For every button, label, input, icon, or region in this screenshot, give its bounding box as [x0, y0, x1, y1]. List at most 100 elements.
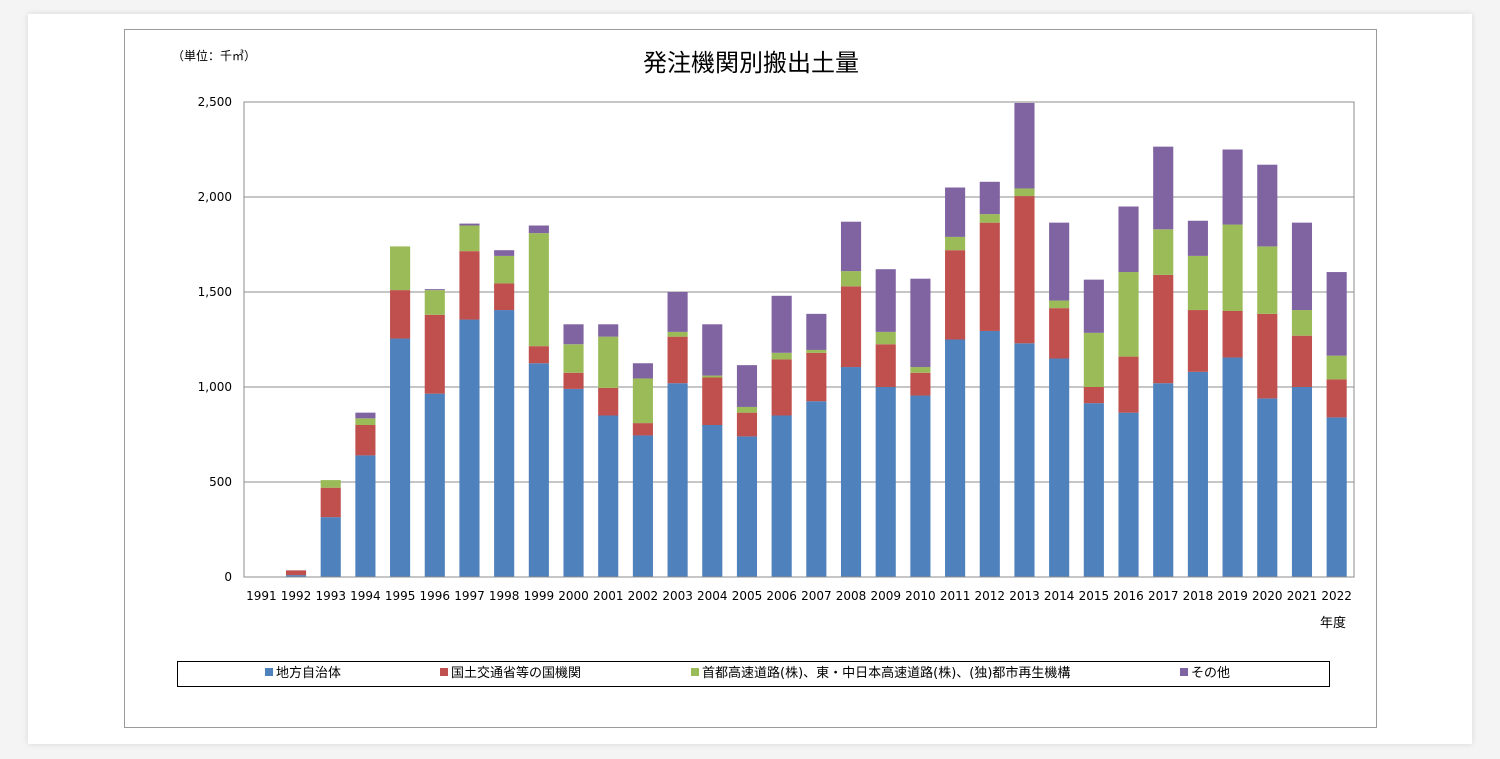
chart-legend: 地方自治体 国土交通省等の国機関 首都高速道路(株)、東・中日本高速道路(株)、…: [177, 661, 1330, 687]
unit-label: （単位：千㎥）: [172, 48, 256, 63]
bar-segment-2000-s2: [563, 344, 584, 373]
bar-segment-1998-s0: [494, 310, 515, 577]
legend-swatch-local-gov: [265, 668, 273, 676]
bar-segment-2010-s0: [910, 395, 931, 577]
bar-segment-1998-s2: [494, 255, 515, 284]
legend-item-local-gov: 地方自治体: [265, 666, 341, 682]
bar-segment-2018-s2: [1187, 255, 1208, 311]
bar-segment-2021-s3: [1291, 222, 1313, 311]
x-tick-label: 2006: [766, 589, 797, 603]
x-axis-title: 年度: [1320, 615, 1346, 631]
bar-segment-2001-s0: [598, 415, 619, 577]
bar-segment-1999-s0: [528, 363, 549, 577]
x-tick-label: 1999: [524, 589, 555, 603]
bar-segment-2001-s1: [598, 387, 619, 416]
bar-segment-2006-s2: [771, 352, 792, 360]
y-tick-label: 1,000: [198, 380, 232, 394]
bar-segment-1999-s2: [528, 233, 549, 347]
bar-segment-2014-s2: [1049, 300, 1070, 309]
y-tick-label: 2,000: [198, 190, 232, 204]
x-tick-label: 1994: [350, 589, 381, 603]
x-tick-label: 2005: [732, 589, 763, 603]
x-tick-label: 1992: [281, 589, 312, 603]
bar-segment-2020-s3: [1257, 164, 1278, 247]
bar-segment-2011-s2: [945, 236, 966, 251]
bar-segment-1996-s1: [424, 314, 445, 394]
bar-segment-2017-s1: [1153, 274, 1174, 384]
axis-layer: 0 500 1,000 1,500 2,000 2,500 1991 1992 1993 1994…: [198, 95, 1355, 603]
x-tick-label: 2012: [975, 589, 1006, 603]
bar-segment-1992-s1: [285, 570, 307, 576]
bar-segment-1995-s2: [390, 246, 411, 291]
bar-segment-1998-s3: [494, 250, 515, 256]
bar-segment-2013-s0: [1014, 343, 1035, 577]
bar-segment-2012-s2: [979, 214, 1000, 223]
bar-segment-2016-s3: [1118, 206, 1139, 273]
x-tick-label: 2020: [1252, 589, 1283, 603]
x-tick-label: 2004: [697, 589, 728, 603]
bar-segment-2015-s2: [1083, 332, 1104, 387]
bar-segment-1997-s1: [459, 251, 480, 320]
bar-segment-2018-s3: [1187, 220, 1208, 256]
bar-segment-2011-s3: [945, 187, 966, 237]
bar-segment-2007-s3: [806, 313, 827, 350]
bar-segment-2010-s2: [910, 367, 931, 373]
bar-segment-1999-s3: [528, 225, 549, 234]
bar-segment-2014-s0: [1049, 358, 1070, 577]
x-tick-label: 1991: [246, 589, 277, 603]
x-tick-label: 2003: [662, 589, 693, 603]
x-tick-label: 2002: [628, 589, 659, 603]
x-tick-label: 1996: [420, 589, 451, 603]
bar-segment-2005-s2: [736, 406, 758, 413]
x-tick-label: 1995: [385, 589, 416, 603]
bar-segment-2015-s3: [1083, 279, 1104, 333]
x-tick-label: 2021: [1287, 589, 1318, 603]
bar-segment-2008-s2: [840, 271, 862, 287]
bar-segment-1995-s0: [390, 338, 411, 577]
bar-segment-1997-s0: [459, 319, 480, 577]
x-tick-label: 1998: [489, 589, 520, 603]
bar-segment-2019-s1: [1222, 311, 1243, 358]
bar-segment-2003-s3: [667, 292, 688, 332]
bar-segment-1993-s2: [320, 480, 341, 488]
bar-segment-2004-s0: [702, 425, 723, 577]
bar-segment-1997-s3: [459, 223, 480, 226]
legend-swatch-expressway-ur: [691, 668, 699, 676]
bar-segment-2001-s3: [598, 324, 619, 337]
bar-segment-2010-s3: [910, 278, 931, 368]
x-tick-label: 2000: [558, 589, 589, 603]
bar-segment-2020-s2: [1257, 246, 1278, 314]
bar-segment-1994-s3: [355, 412, 376, 419]
legend-item-other: その他: [1180, 666, 1230, 682]
bar-segment-2014-s1: [1049, 308, 1070, 359]
bar-segment-1994-s0: [355, 455, 376, 577]
x-tick-label: 2019: [1217, 589, 1248, 603]
bar-segment-2017-s0: [1153, 383, 1174, 577]
bar-segment-2003-s0: [667, 383, 688, 577]
x-tick-label: 2016: [1113, 589, 1144, 603]
legend-label-other: その他: [1191, 666, 1231, 681]
bar-segment-2006-s3: [771, 295, 792, 353]
bar-segment-2001-s2: [598, 336, 619, 388]
bar-segment-2004-s3: [702, 324, 723, 376]
x-tick-label: 2009: [870, 589, 901, 603]
bar-segment-2002-s0: [632, 435, 653, 577]
bar-segment-2016-s0: [1118, 412, 1139, 577]
bar-segment-2021-s0: [1291, 387, 1313, 577]
bar-segment-2008-s3: [840, 221, 862, 272]
bar-segment-2013-s1: [1014, 196, 1035, 344]
x-tick-label: 2018: [1183, 589, 1214, 603]
bar-segment-2020-s0: [1257, 398, 1278, 577]
x-tick-label: 2017: [1148, 589, 1179, 603]
legend-item-expressway-ur: 首都高速道路(株)、東・中日本高速道路(株)、(独)都市再生機構: [691, 666, 1070, 682]
bar-segment-2000-s1: [563, 372, 584, 389]
bar-segment-2002-s3: [632, 363, 653, 379]
bar-segment-1999-s1: [528, 346, 549, 364]
x-tick-label: 2010: [905, 589, 936, 603]
bar-segment-2006-s1: [771, 359, 792, 416]
bar-segment-2005-s3: [736, 365, 758, 407]
bar-segment-1993-s1: [320, 487, 341, 518]
x-tick-label: 2007: [801, 589, 832, 603]
bar-segment-2002-s2: [632, 378, 653, 424]
bars-layer: [285, 102, 1347, 577]
